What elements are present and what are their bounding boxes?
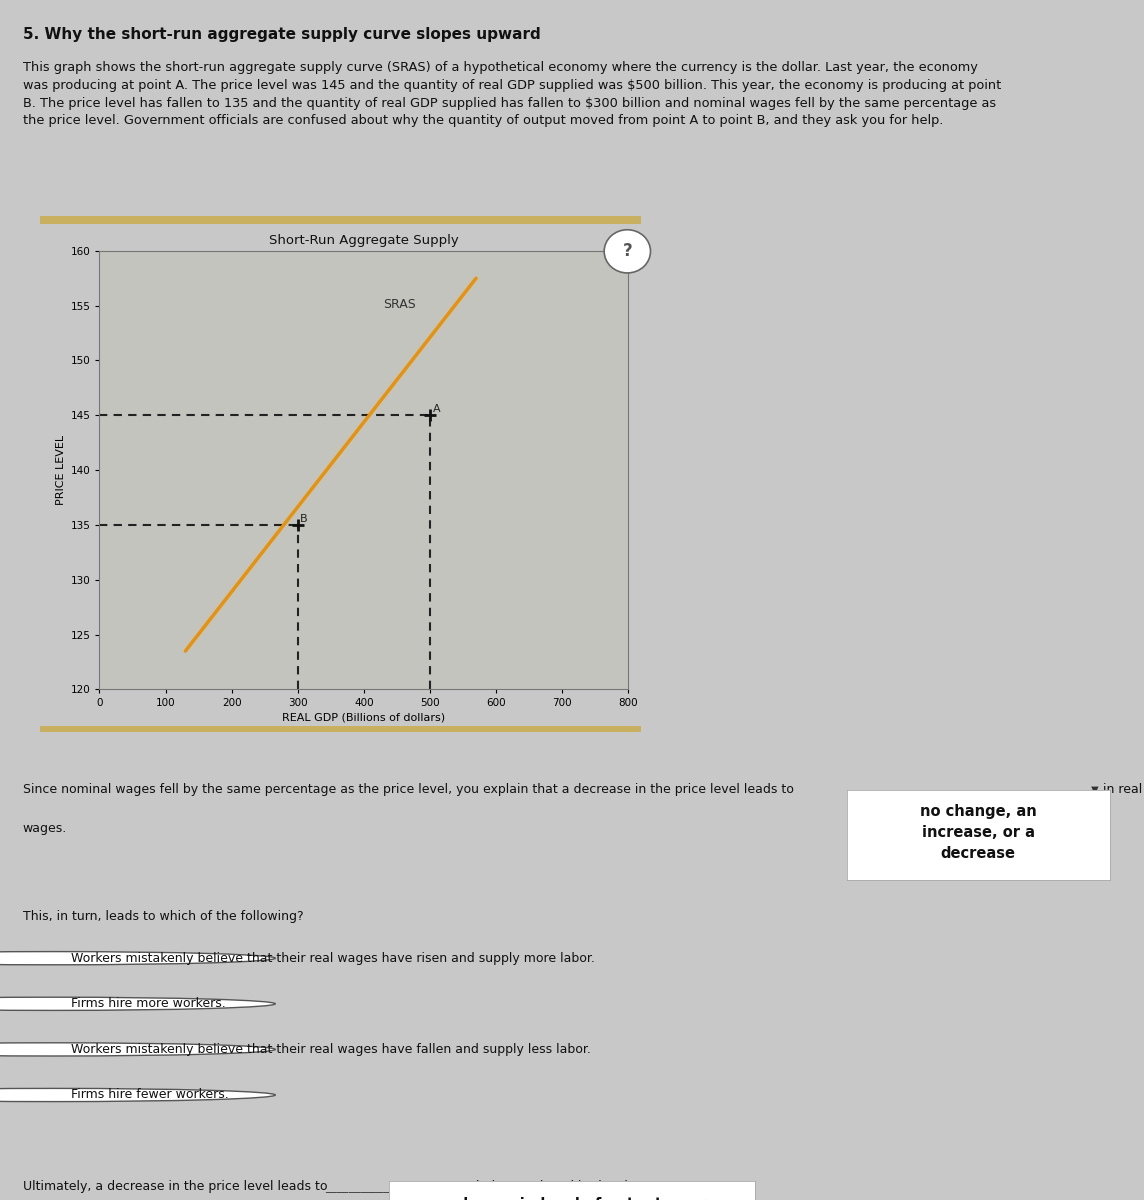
Text: ?: ? bbox=[622, 242, 633, 260]
Text: in real: in real bbox=[1099, 784, 1143, 796]
Text: the price level. Government officials are confused about why the quantity of out: the price level. Government officials ar… bbox=[23, 114, 944, 127]
Text: 5. Why the short-run aggregate supply curve slopes upward: 5. Why the short-run aggregate supply cu… bbox=[23, 26, 541, 42]
Circle shape bbox=[0, 997, 276, 1010]
Text: SRAS: SRAS bbox=[383, 298, 416, 311]
Text: ________________: ________________ bbox=[979, 784, 1073, 796]
Text: ________________: ________________ bbox=[325, 1180, 419, 1193]
Text: no change in level of output, more
output, or less output: no change in level of output, more outpu… bbox=[429, 1198, 715, 1200]
Y-axis label: PRICE LEVEL: PRICE LEVEL bbox=[56, 436, 66, 505]
Text: wages.: wages. bbox=[23, 822, 67, 835]
Text: B: B bbox=[301, 514, 308, 523]
Circle shape bbox=[604, 229, 651, 272]
Text: ▼: ▼ bbox=[1088, 785, 1098, 794]
Bar bbox=[40, 726, 641, 732]
Text: being produced in the short run.: being produced in the short run. bbox=[472, 1180, 680, 1193]
Text: ▼: ▼ bbox=[459, 1181, 469, 1192]
Text: B. The price level has fallen to 135 and the quantity of real GDP supplied has f: B. The price level has fallen to 135 and… bbox=[23, 96, 996, 109]
Text: This, in turn, leads to which of the following?: This, in turn, leads to which of the fol… bbox=[23, 910, 303, 923]
Bar bbox=[40, 216, 641, 223]
Text: was producing at point A. The price level was 145 and the quantity of real GDP s: was producing at point A. The price leve… bbox=[23, 79, 1001, 92]
Circle shape bbox=[0, 1043, 276, 1056]
X-axis label: REAL GDP (Billions of dollars): REAL GDP (Billions of dollars) bbox=[283, 713, 445, 722]
Text: A: A bbox=[432, 404, 440, 414]
Text: Ultimately, a decrease in the price level leads to: Ultimately, a decrease in the price leve… bbox=[23, 1180, 327, 1193]
Text: Workers mistakenly believe that their real wages have fallen and supply less lab: Workers mistakenly believe that their re… bbox=[71, 1043, 590, 1056]
Text: Since nominal wages fell by the same percentage as the price level, you explain : Since nominal wages fell by the same per… bbox=[23, 784, 794, 796]
Title: Short-Run Aggregate Supply: Short-Run Aggregate Supply bbox=[269, 234, 459, 247]
Text: Firms hire more workers.: Firms hire more workers. bbox=[71, 997, 225, 1010]
Text: no change, an
increase, or a
decrease: no change, an increase, or a decrease bbox=[920, 804, 1036, 862]
Text: Firms hire fewer workers.: Firms hire fewer workers. bbox=[71, 1088, 229, 1102]
Text: This graph shows the short-run aggregate supply curve (SRAS) of a hypothetical e: This graph shows the short-run aggregate… bbox=[23, 61, 978, 74]
Text: Workers mistakenly believe that their real wages have risen and supply more labo: Workers mistakenly believe that their re… bbox=[71, 952, 595, 965]
Circle shape bbox=[0, 1088, 276, 1102]
Circle shape bbox=[0, 952, 276, 965]
